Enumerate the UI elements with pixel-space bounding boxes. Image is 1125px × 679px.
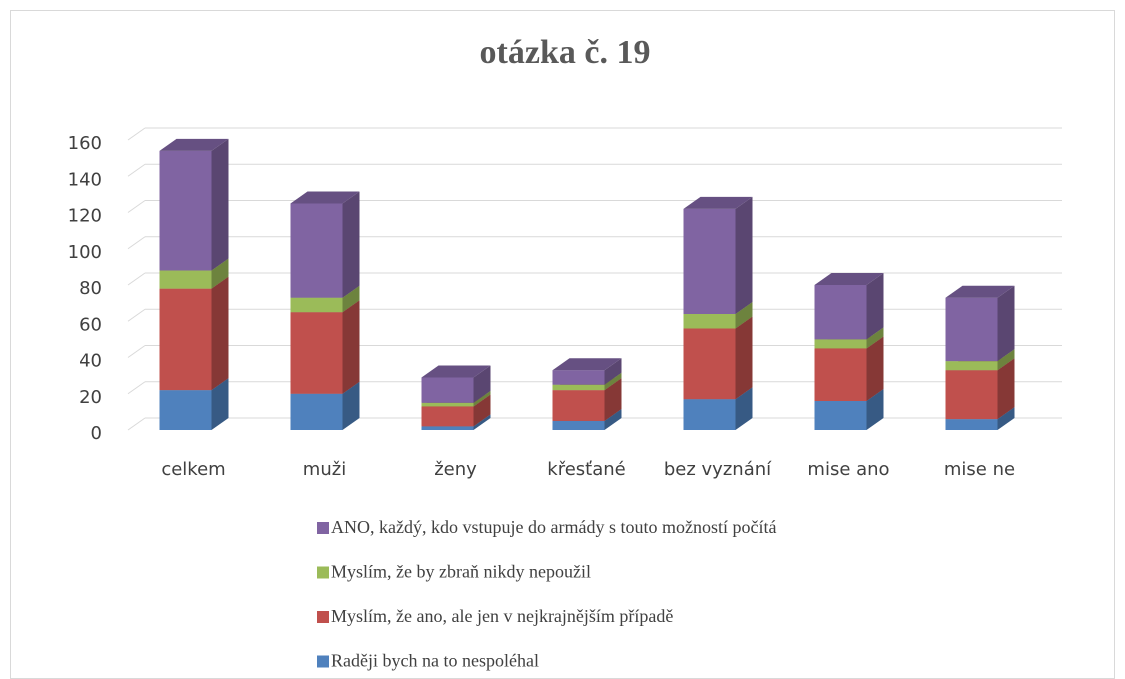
bar-side bbox=[604, 408, 622, 430]
bar-top bbox=[945, 285, 1015, 298]
grid-line bbox=[127, 272, 146, 286]
bar-segment bbox=[159, 150, 212, 271]
bar-segment bbox=[683, 328, 736, 400]
bar-side bbox=[997, 285, 1015, 362]
bar-top bbox=[159, 138, 229, 151]
bar-segment bbox=[421, 402, 474, 407]
bar-side bbox=[604, 372, 622, 391]
legend-label: Myslím, že ano, ale jen v nejkrajnějším … bbox=[331, 606, 673, 626]
bar-segment bbox=[421, 426, 474, 430]
bar-side bbox=[604, 378, 622, 421]
bar-side bbox=[473, 414, 491, 430]
legend-label: Myslím, že by zbraň nikdy nepoužil bbox=[331, 562, 591, 582]
bar-side bbox=[735, 387, 753, 430]
bar-segment bbox=[159, 390, 212, 430]
bar-side bbox=[211, 138, 229, 271]
bar-side bbox=[735, 302, 753, 329]
bar-segment bbox=[814, 285, 867, 340]
bar-top bbox=[552, 358, 622, 371]
bar-segment bbox=[421, 406, 474, 427]
bar-segment bbox=[552, 384, 605, 391]
grid-line bbox=[127, 381, 146, 395]
bar-side bbox=[342, 300, 360, 394]
bar-segment bbox=[290, 393, 343, 430]
bar-segment bbox=[945, 361, 998, 371]
x-tick-label: celkem bbox=[161, 459, 225, 480]
chart-title: otázka č. 19 bbox=[480, 34, 651, 71]
x-tick-label: ženy bbox=[434, 459, 477, 480]
bar-segment bbox=[945, 297, 998, 362]
bar-segment bbox=[290, 312, 343, 394]
bar-side bbox=[473, 390, 491, 407]
legend-swatch bbox=[317, 611, 329, 623]
y-tick-label: 100 bbox=[68, 242, 102, 263]
x-tick-label: mise ano bbox=[807, 459, 889, 480]
x-tick-label: muži bbox=[303, 459, 346, 480]
bar-side bbox=[997, 407, 1015, 430]
bar-side bbox=[211, 276, 229, 391]
bar-side bbox=[866, 327, 884, 349]
y-tick-label: 20 bbox=[79, 387, 102, 408]
bar-side bbox=[342, 381, 360, 430]
bar-segment bbox=[552, 420, 605, 430]
x-tick-label: bez vyznání bbox=[664, 459, 772, 480]
bar-side bbox=[866, 389, 884, 430]
y-tick-label: 140 bbox=[68, 169, 102, 190]
y-tick-label: 160 bbox=[68, 133, 102, 154]
y-tick-label: 40 bbox=[79, 351, 102, 372]
bar-segment bbox=[159, 270, 212, 289]
bar-segment bbox=[290, 297, 343, 313]
bar-segment bbox=[552, 390, 605, 421]
legend-label: ANO, každý, kdo vstupuje do armády s tou… bbox=[331, 517, 776, 537]
bar-top bbox=[683, 196, 753, 209]
bar-side bbox=[997, 349, 1015, 371]
bar-side bbox=[866, 273, 884, 340]
bar-side bbox=[604, 358, 622, 385]
bar-segment bbox=[814, 348, 867, 401]
bar-segment bbox=[814, 339, 867, 349]
bar-side bbox=[473, 365, 491, 403]
grid-line bbox=[127, 417, 146, 431]
grid-line bbox=[127, 200, 146, 213]
y-tick-label: 0 bbox=[91, 423, 102, 444]
legend-swatch bbox=[317, 522, 329, 534]
legend-swatch bbox=[317, 566, 329, 579]
bar-segment bbox=[159, 288, 212, 391]
bar-side bbox=[211, 378, 229, 430]
bar-segment bbox=[945, 419, 998, 430]
bar-segment bbox=[945, 370, 998, 420]
grid-line bbox=[127, 127, 146, 141]
bar-side bbox=[342, 285, 360, 313]
bar-side bbox=[473, 394, 491, 427]
bar-segment bbox=[683, 399, 736, 430]
bar-segment bbox=[814, 401, 867, 430]
y-tick-label: 60 bbox=[79, 314, 102, 335]
bar-segment bbox=[552, 370, 605, 385]
x-tick-label: mise ne bbox=[944, 459, 1015, 480]
bar-side bbox=[866, 336, 884, 401]
bar-side bbox=[342, 191, 360, 298]
grid-line bbox=[127, 236, 146, 250]
bar-side bbox=[735, 196, 753, 314]
bar-segment bbox=[683, 208, 736, 314]
bar-top bbox=[290, 191, 360, 204]
grid-line bbox=[127, 308, 146, 322]
bar-top bbox=[814, 273, 884, 285]
bar-side bbox=[211, 258, 229, 289]
y-tick-label: 80 bbox=[79, 278, 102, 299]
bar-segment bbox=[421, 377, 474, 403]
legend-swatch bbox=[317, 655, 329, 668]
bar-segment bbox=[683, 314, 736, 329]
bar-top bbox=[421, 365, 491, 378]
x-tick-label: křesťané bbox=[547, 459, 625, 480]
grid-line bbox=[127, 163, 146, 177]
bar-side bbox=[735, 316, 753, 400]
bar-side bbox=[997, 358, 1015, 420]
grid-line bbox=[127, 345, 146, 358]
y-tick-label: 120 bbox=[68, 206, 102, 227]
bar-segment bbox=[290, 203, 343, 298]
legend-label: Raději bych na to nespoléhal bbox=[331, 651, 539, 671]
